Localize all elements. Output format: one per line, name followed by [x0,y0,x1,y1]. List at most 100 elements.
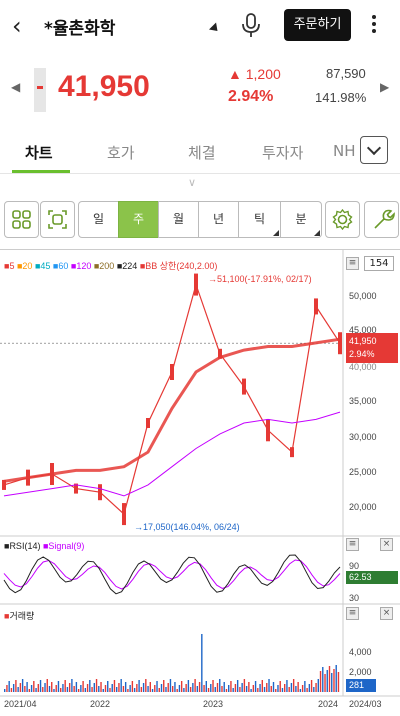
bb-swatch-icon: ■ [139,261,146,271]
volume-bar [310,680,313,692]
volume-bar [113,680,116,692]
ma5-swatch-icon: ■ [4,261,10,271]
rsi-panel-close-icon[interactable]: × [380,538,393,551]
period-tick-label: 틱 [253,212,266,226]
layout-grid-button[interactable] [4,201,39,238]
volume-bar [270,686,272,692]
dropdown-triangle-icon[interactable] [208,22,222,35]
volume-tick: 4,000 [349,647,372,657]
collapse-chevron-icon[interactable]: ∨ [188,176,197,189]
chart-settings-button[interactable] [325,201,360,238]
order-button[interactable]: 주문하기 [284,9,351,41]
back-arrow-icon[interactable]: ‹ [12,12,22,40]
tab-chart[interactable]: 차트 [25,144,53,162]
volume-bar [68,683,71,692]
ma20-legend: 20 [22,261,33,271]
price-chart-svg[interactable] [0,250,400,716]
rsi-panel-menu-icon[interactable]: ≡ [346,538,359,551]
volume-bar [165,687,167,692]
period-week-button[interactable]: 주 [118,201,159,238]
volume-bar [156,681,158,692]
volume-bar [194,679,196,692]
price-change-value: 1,200 [245,66,281,82]
y-tick: 45,000 [349,325,377,335]
current-pct-box-value: 2.94% [349,349,375,359]
fit-screen-button[interactable] [40,201,75,238]
period-minute-button[interactable]: 분 [280,201,322,238]
volume-legend-label: 거래량 [9,611,35,621]
volume-bar [86,684,89,692]
period-tick-button[interactable]: 틱 [238,201,281,238]
volume-bar [120,679,122,692]
volume-bar [4,689,6,692]
chart-area[interactable]: ■5 ■20 ■45 ■60 ■120 ■200 ■224 ■BB 상한(240… [0,249,400,715]
rsi-line [3,554,341,595]
volume-bar [301,685,304,692]
volume-bar [26,682,28,692]
volume-legend: ■거래량 [4,609,34,622]
tab-expand-icon[interactable] [360,136,388,164]
volume-bar [183,688,185,692]
current-price-box: 41,950 2.94% [346,333,398,363]
volume-bar [73,686,75,692]
y-tick: 35,000 [349,396,377,406]
ma60-legend: 60 [58,261,69,271]
grid-icon [12,210,31,229]
volume-bar [306,688,308,692]
microphone-icon[interactable] [240,12,262,38]
volume-bar [107,681,109,692]
volume-bar [174,682,176,692]
ma120-legend: 120 [76,261,92,271]
tab-investor[interactable]: 투자자 [262,144,304,162]
count-badge[interactable]: 154 [364,256,394,271]
prev-stock-arrow-icon[interactable]: ◀ [11,80,21,94]
x-tick: 2024 [318,699,339,709]
series-line-120 [3,411,341,497]
volume-bar [136,684,138,692]
panel-menu-icon[interactable]: ≡ [346,257,359,270]
volume-bar [51,682,53,692]
volume-bar [259,684,261,692]
volume-bar [324,674,326,692]
next-stock-arrow-icon[interactable]: ▶ [380,80,390,94]
volume-bar [279,681,281,692]
volume-bar [89,680,91,692]
tick-dropdown-icon [273,230,279,236]
volume-panel-menu-icon[interactable]: ≡ [346,607,359,620]
volume-bar [17,687,19,692]
rsi-tick: 90 [349,561,360,571]
volume-bar [28,689,31,692]
volume-bar [60,688,62,692]
x-tick: 2022 [90,699,111,709]
volume-bar [118,683,120,692]
volume-bar [169,679,172,692]
tab-orderbook[interactable]: 호가 [107,144,135,162]
volume-tick: 2,000 [349,667,372,677]
ma60-swatch-icon: ■ [52,261,59,271]
period-day-button[interactable]: 일 [78,201,119,238]
volume-bar [228,685,230,692]
volume-bar [93,683,95,692]
volume-bar [160,684,163,692]
volume-bar [252,685,255,692]
tab-nh[interactable]: NH [333,142,356,160]
tab-trades[interactable]: 체결 [188,144,216,162]
tools-button[interactable] [364,201,399,238]
volume-bar [147,686,149,692]
volume-bar [187,680,190,692]
volume-bar [46,679,48,692]
period-year-button[interactable]: 년 [198,201,239,238]
volume-bar [257,688,259,692]
volume-bar [82,681,84,692]
stock-title[interactable]: *율촌화학 [44,19,116,39]
volume-bar [221,686,223,692]
volume-bar [319,671,322,692]
rsi-signal-line [3,559,341,590]
period-month-button[interactable]: 월 [158,201,199,238]
volume-bar [295,686,297,692]
ma45-swatch-icon: ■ [34,261,41,271]
volume-panel-close-icon[interactable]: × [380,607,393,620]
volume-bar [64,680,66,692]
more-options-icon[interactable] [370,13,378,37]
volume-bar [122,686,125,692]
